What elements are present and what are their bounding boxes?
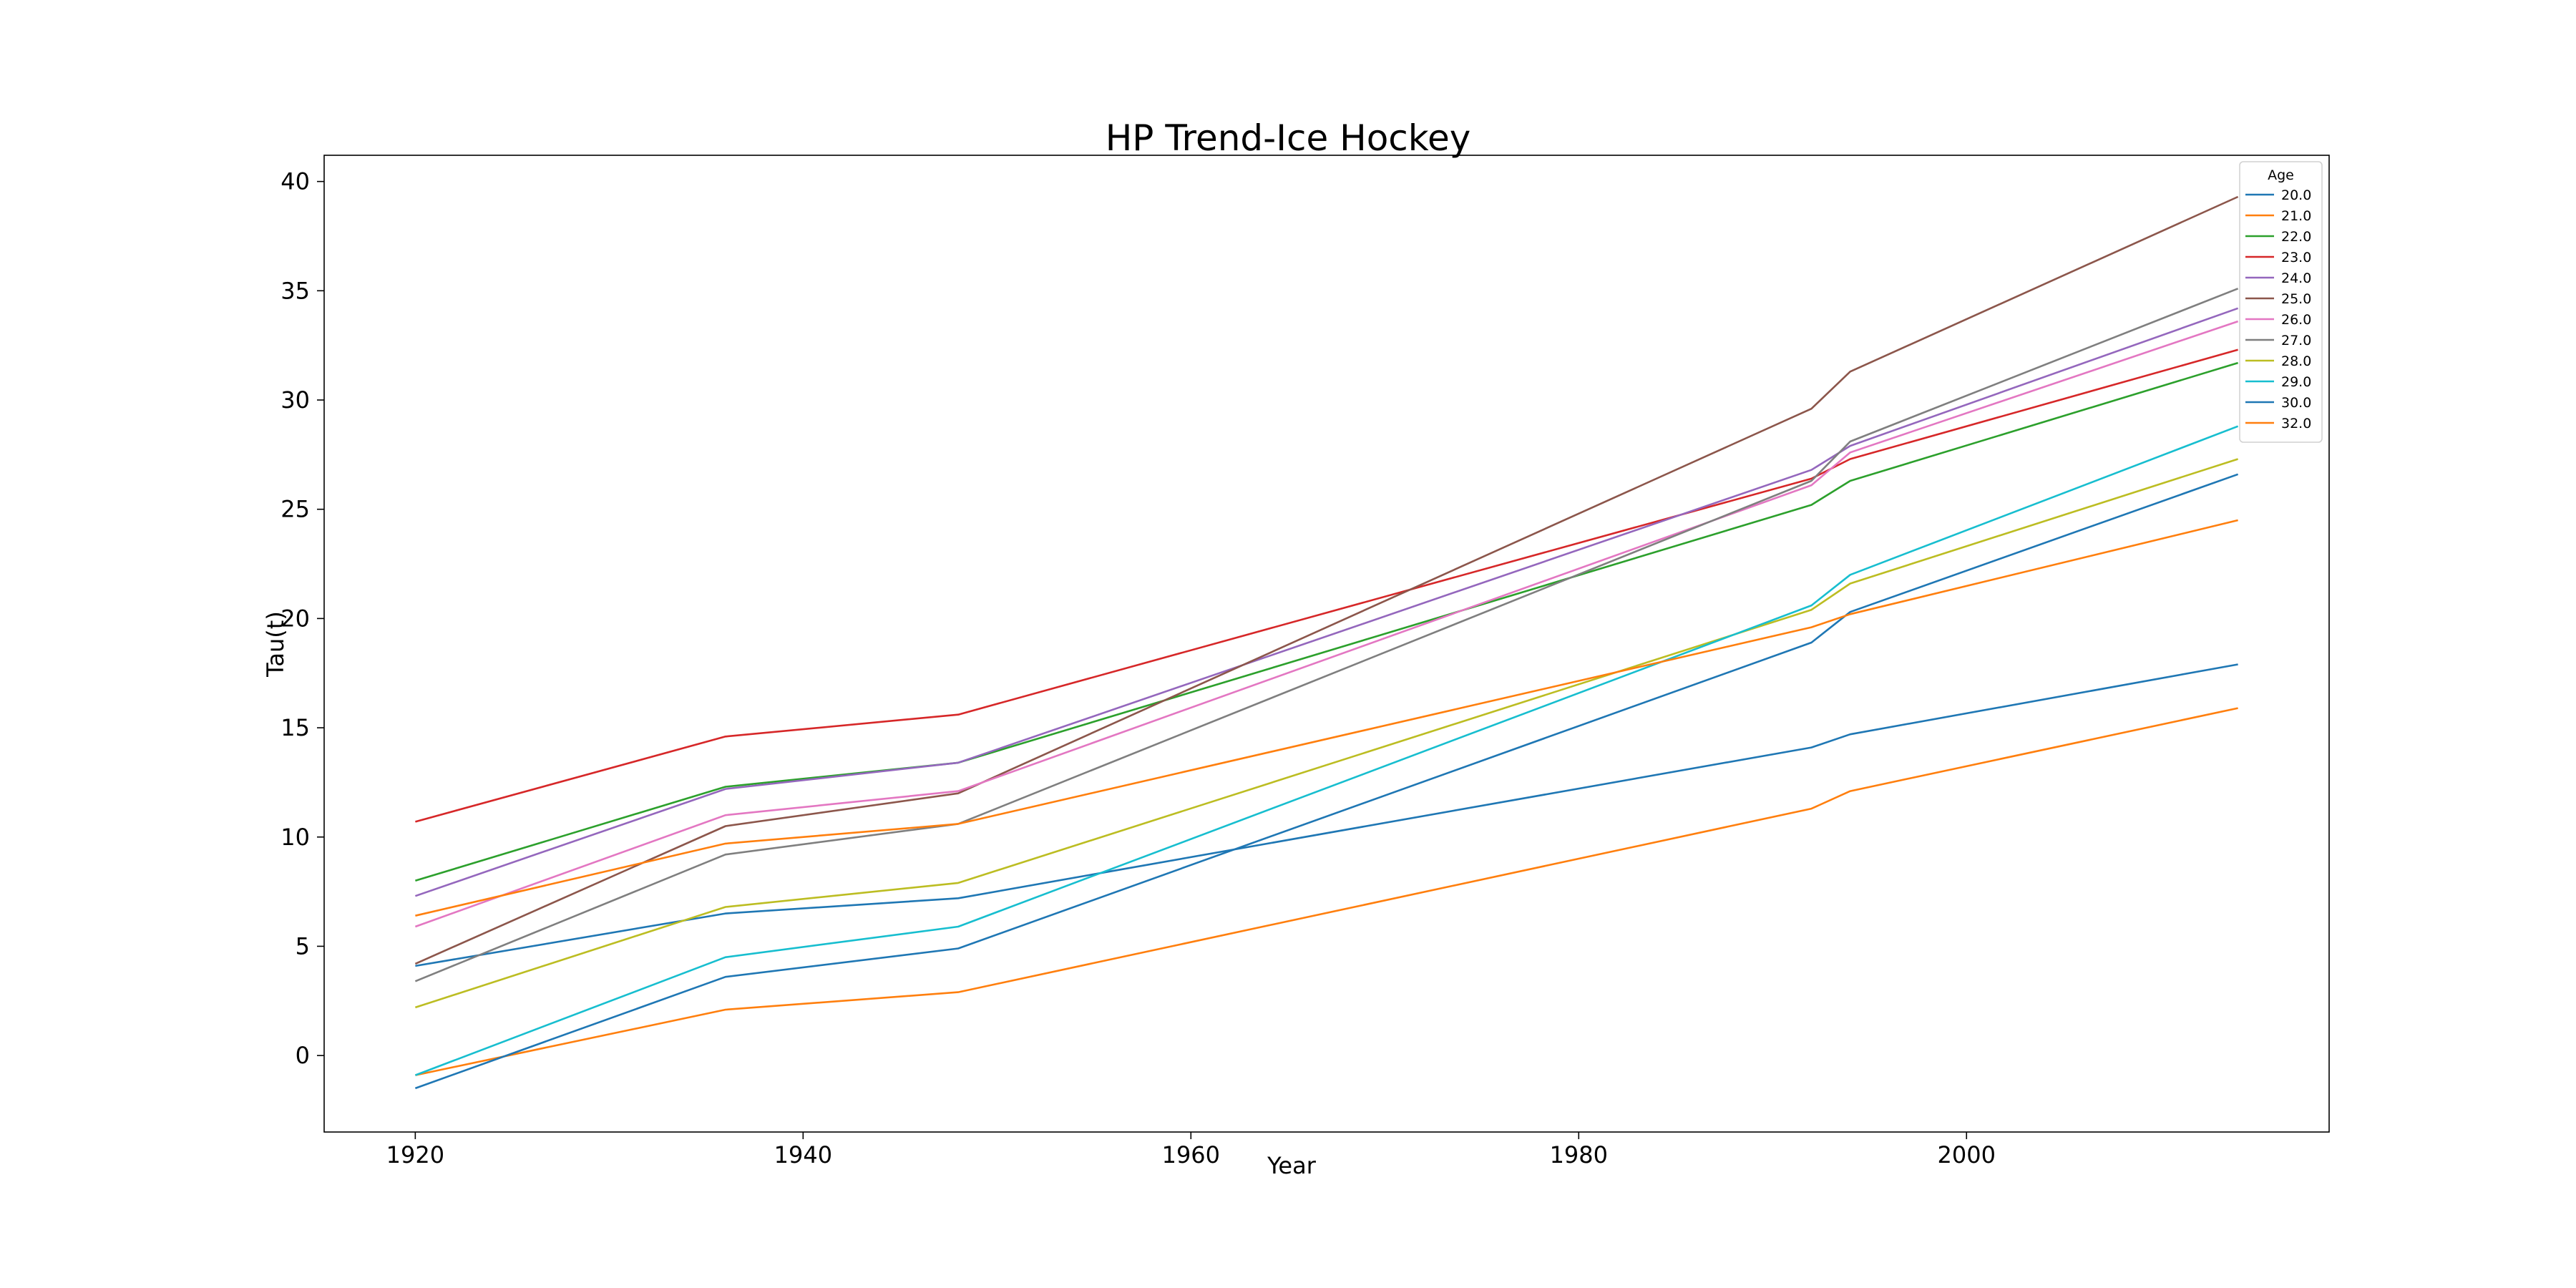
legend: Age 20.0 21.0 22.0 23.0 24.0 25.0 26.0 27.0 28.0 2… — [2239, 161, 2323, 443]
legend-entry-label: 28.0 — [2281, 353, 2311, 369]
x-axis-label: Year — [1267, 1152, 1317, 1179]
y-tick-label: 20 — [280, 605, 310, 632]
legend-entry-label: 24.0 — [2281, 270, 2311, 286]
y-tick-label: 40 — [280, 168, 310, 195]
y-tick-label: 30 — [280, 386, 310, 414]
y-tick-label: 5 — [296, 932, 310, 960]
x-tick-label: 2000 — [1938, 1141, 1996, 1169]
series-line-22.0 — [415, 361, 2238, 882]
series-line-20.0 — [415, 663, 2238, 967]
legend-entry-label: 29.0 — [2281, 374, 2311, 390]
series-line-25.0 — [414, 195, 2239, 965]
series-line-26.0 — [414, 320, 2239, 928]
y-tick-label: 25 — [280, 496, 310, 523]
series-line-29.0 — [414, 425, 2239, 1076]
chart-title: HP Trend-Ice Hockey — [1106, 117, 1471, 159]
legend-entry-label: 26.0 — [2281, 312, 2311, 328]
legend-title: Age — [2268, 167, 2294, 183]
x-tick-label: 1960 — [1162, 1141, 1220, 1169]
series-line-27.0 — [414, 288, 2239, 982]
legend-entry-label: 30.0 — [2281, 395, 2311, 411]
x-axis: 1920 1940 1960 1980 2000 — [386, 1132, 1996, 1169]
y-tick-label: 10 — [280, 824, 310, 851]
y-tick-label: 0 — [296, 1042, 310, 1069]
series-line-30.0 — [414, 473, 2239, 1090]
y-axis-label: Tau(t) — [262, 611, 289, 678]
plot-area — [323, 155, 2330, 1133]
legend-entry-label: 21.0 — [2281, 208, 2311, 224]
legend-entry-label: 25.0 — [2281, 291, 2311, 307]
y-tick-label: 35 — [280, 277, 310, 304]
series-line-32.0 — [415, 519, 2238, 917]
legend-box — [2239, 161, 2323, 443]
series-line-23.0 — [415, 348, 2238, 823]
x-tick-label: 1920 — [386, 1141, 444, 1169]
legend-entry-label: 20.0 — [2281, 187, 2311, 203]
legend-entry-label: 27.0 — [2281, 333, 2311, 348]
series-line-28.0 — [414, 458, 2238, 1009]
x-tick-label: 1980 — [1550, 1141, 1608, 1169]
y-axis: 0 5 10 15 20 25 30 35 40 — [280, 168, 324, 1069]
legend-entry-label: 23.0 — [2281, 250, 2311, 265]
x-tick-label: 1940 — [774, 1141, 832, 1169]
series-line-24.0 — [414, 307, 2239, 897]
series-lines — [414, 195, 2239, 1090]
y-tick-label: 15 — [280, 714, 310, 741]
legend-entry-label: 32.0 — [2281, 416, 2311, 431]
series-line-21.0 — [415, 707, 2238, 1076]
legend-entry-label: 22.0 — [2281, 229, 2311, 245]
